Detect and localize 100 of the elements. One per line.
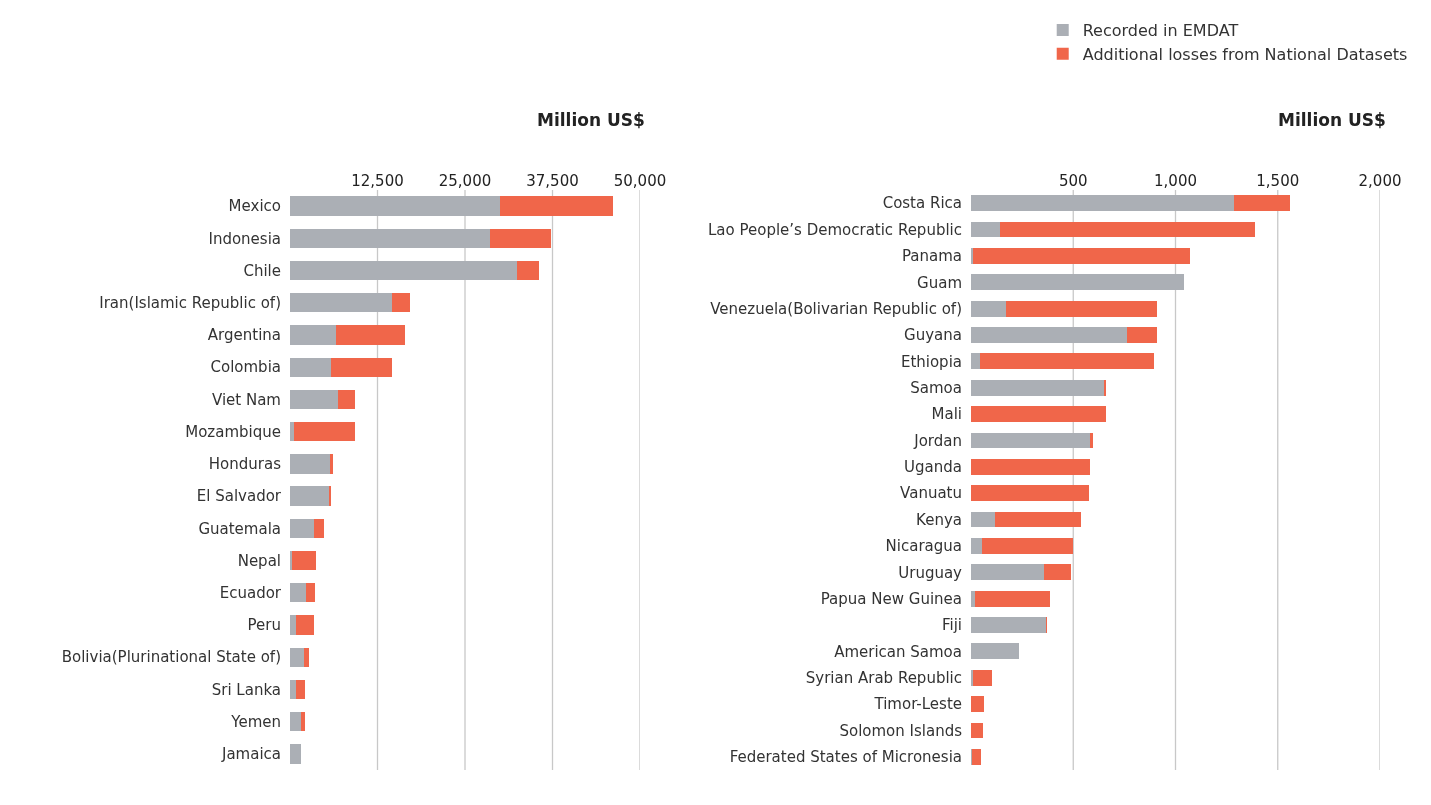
bar bbox=[293, 422, 356, 442]
y-tick-label: Timor-Leste bbox=[873, 695, 962, 714]
x-tick-label: 50,000 bbox=[613, 172, 667, 190]
bar bbox=[301, 712, 305, 732]
bar bbox=[290, 293, 392, 313]
y-tick-label: American Samoa bbox=[834, 642, 962, 661]
x-tick-label: 37,500 bbox=[526, 172, 579, 190]
bar bbox=[500, 196, 613, 216]
bar bbox=[290, 712, 302, 732]
bar bbox=[971, 195, 1234, 212]
bar bbox=[290, 744, 302, 764]
y-tick-label: Mali bbox=[931, 405, 962, 424]
bar bbox=[290, 647, 304, 667]
y-tick-label: Kenya bbox=[916, 510, 962, 529]
bar bbox=[290, 389, 339, 410]
y-tick-label: Yemen bbox=[230, 712, 281, 731]
y-tick-label: El Salvador bbox=[196, 487, 282, 506]
y-tick-label: Samoa bbox=[910, 378, 962, 397]
y-tick-label: Viet Nam bbox=[211, 390, 281, 409]
bar bbox=[330, 357, 392, 377]
x-tick-label: 1,000 bbox=[1154, 172, 1197, 190]
bar bbox=[1233, 195, 1291, 212]
y-tick-label: Sri Lanka bbox=[211, 680, 281, 699]
x-axis-title: Million US$ bbox=[537, 110, 645, 130]
bar bbox=[971, 669, 974, 686]
bar bbox=[994, 511, 1082, 528]
y-tick-label: Peru bbox=[247, 616, 281, 635]
bar bbox=[971, 248, 974, 264]
bar bbox=[971, 221, 1000, 238]
bar bbox=[306, 583, 316, 603]
y-tick-label: Colombia bbox=[210, 358, 281, 377]
y-tick-label: Nepal bbox=[237, 551, 281, 570]
bar bbox=[336, 325, 405, 345]
y-tick-label: Ethiopia bbox=[900, 352, 962, 371]
bar bbox=[304, 647, 309, 667]
x-tick-label: 25,000 bbox=[438, 172, 492, 190]
bar bbox=[980, 353, 1155, 370]
bar bbox=[971, 485, 1089, 502]
bar bbox=[290, 550, 293, 571]
bar bbox=[971, 617, 1046, 633]
bar bbox=[290, 357, 331, 377]
bar bbox=[972, 748, 982, 765]
bar bbox=[975, 590, 1050, 607]
y-tick-label: Mozambique bbox=[185, 422, 281, 441]
bar bbox=[391, 293, 410, 313]
bar bbox=[490, 228, 552, 248]
bar bbox=[971, 538, 983, 554]
y-tick-label: Jordan bbox=[913, 431, 962, 450]
y-tick-label: Argentina bbox=[207, 326, 281, 345]
x-tick-label: 500 bbox=[1058, 172, 1088, 190]
y-tick-label: Venezuela(Bolivarian Republic of) bbox=[710, 299, 962, 318]
y-tick-label: Ecuador bbox=[219, 584, 282, 603]
bar bbox=[971, 379, 1104, 396]
bar bbox=[290, 615, 296, 635]
bar bbox=[973, 669, 993, 686]
bar bbox=[290, 518, 314, 538]
bar bbox=[290, 679, 297, 700]
bar bbox=[971, 590, 976, 607]
legend-label: Recorded in EMDAT bbox=[1082, 21, 1239, 41]
bar bbox=[290, 196, 500, 216]
y-tick-label: Mexico bbox=[228, 197, 281, 216]
bar bbox=[971, 696, 985, 712]
y-tick-label: Nicaragua bbox=[885, 537, 962, 556]
y-tick-label: Vanuatu bbox=[900, 484, 962, 503]
bar bbox=[971, 327, 1128, 343]
y-tick-label: Uganda bbox=[904, 458, 962, 477]
bar bbox=[292, 550, 316, 571]
y-tick-label: Uruguay bbox=[898, 563, 963, 582]
bar bbox=[971, 722, 984, 739]
y-tick-label: Indonesia bbox=[208, 229, 281, 248]
bar bbox=[1127, 327, 1158, 343]
x-tick-label: 12,500 bbox=[351, 172, 404, 190]
bar bbox=[290, 454, 330, 474]
bar bbox=[290, 325, 337, 345]
y-tick-label: Costa Rica bbox=[882, 194, 962, 213]
y-tick-label: Iran(Islamic Republic of) bbox=[99, 294, 281, 313]
bar bbox=[971, 300, 1006, 317]
bar bbox=[971, 564, 1044, 581]
y-tick-label: Federated States of Micronesia bbox=[729, 748, 962, 767]
bar bbox=[999, 221, 1256, 238]
bar bbox=[971, 406, 1106, 422]
y-tick-label: Bolivia(Plurinational State of) bbox=[61, 648, 281, 667]
y-tick-label: Lao People’s Democratic Republic bbox=[707, 220, 962, 239]
bar bbox=[973, 248, 1190, 264]
bar bbox=[290, 583, 307, 603]
bar bbox=[296, 679, 306, 700]
y-tick-label: Jamaica bbox=[220, 745, 281, 764]
bar bbox=[1103, 379, 1106, 396]
bar bbox=[295, 615, 314, 635]
bar bbox=[516, 260, 540, 281]
y-tick-label: Guam bbox=[917, 273, 962, 292]
y-tick-label: Guatemala bbox=[198, 519, 281, 538]
y-tick-label: Panama bbox=[901, 247, 962, 266]
bar bbox=[1089, 432, 1093, 449]
bar bbox=[290, 228, 491, 248]
y-tick-label: Fiji bbox=[941, 616, 962, 635]
bar bbox=[982, 538, 1074, 554]
y-tick-label: Guyana bbox=[904, 326, 962, 345]
bar bbox=[971, 432, 1090, 449]
bar bbox=[290, 260, 517, 281]
